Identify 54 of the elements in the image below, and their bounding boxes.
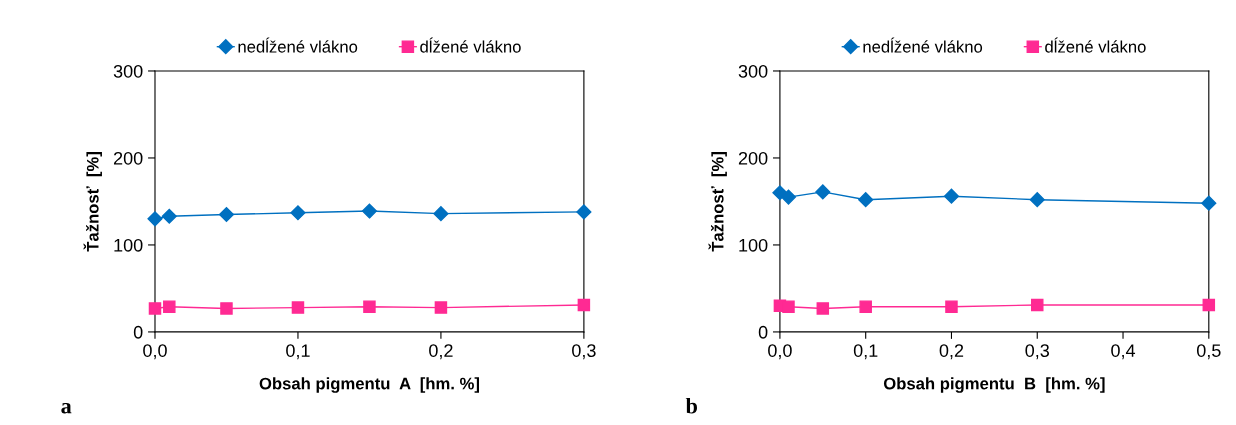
point <box>577 298 591 312</box>
x-tick-label: 0,3 <box>572 344 596 360</box>
point <box>859 300 872 313</box>
y-tick-label: 0 <box>758 325 768 339</box>
y-tick-label: 100 <box>739 238 768 252</box>
legend-label: nedĺžené vlákno <box>238 37 358 53</box>
point <box>161 208 177 224</box>
point <box>291 301 305 314</box>
point <box>782 300 795 313</box>
point <box>433 206 449 222</box>
x-tick-label: 0,2 <box>429 344 453 360</box>
point <box>576 204 592 220</box>
x-tick-label: 0,1 <box>286 344 310 360</box>
y-tick-label: 300 <box>738 64 768 78</box>
point <box>1029 192 1045 208</box>
point <box>220 302 233 315</box>
point <box>945 300 958 313</box>
legend-label: dĺžené vlákno <box>1045 37 1146 53</box>
point <box>815 184 831 200</box>
x-tick-label: 0,0 <box>143 344 167 360</box>
point <box>148 302 162 315</box>
y-tick-label: 300 <box>113 64 143 78</box>
y-axis-title: Ťažnosť [%] <box>83 152 102 252</box>
y-tick-label: 100 <box>114 238 143 252</box>
text: a <box>61 402 72 414</box>
x-tick-label: 0,1 <box>853 344 878 360</box>
x-axis-title: Obsah pigmentu B [hm. %] <box>883 377 1105 393</box>
legend-label: dĺžené vlákno <box>420 37 521 53</box>
point <box>163 300 176 313</box>
point <box>816 302 830 315</box>
x-tick-label: 0,0 <box>768 344 792 360</box>
point <box>290 205 306 221</box>
text: b <box>685 397 698 414</box>
x-tick-label: 0,5 <box>1196 344 1221 360</box>
point <box>434 301 448 314</box>
x-tick-label: 0,3 <box>1025 344 1050 360</box>
y-axis-title: Ťažnosť [%] <box>708 152 727 252</box>
point <box>943 188 960 204</box>
x-tick-label: 0,2 <box>939 344 964 360</box>
point <box>361 203 378 219</box>
point <box>363 300 376 313</box>
y-tick-label: 0 <box>133 325 143 339</box>
y-tick-label: 200 <box>113 151 143 165</box>
x-tick-label: 0,4 <box>1111 344 1136 360</box>
point <box>147 211 163 227</box>
x-axis-title: Obsah pigmentu A [hm. %] <box>259 377 479 393</box>
point <box>1201 195 1217 211</box>
point <box>218 206 235 223</box>
point <box>1202 298 1216 312</box>
point <box>858 192 874 208</box>
point <box>780 189 797 205</box>
y-tick-label: 200 <box>738 151 768 165</box>
point <box>1031 298 1044 312</box>
legend-label: nedĺžené vlákno <box>863 37 983 53</box>
